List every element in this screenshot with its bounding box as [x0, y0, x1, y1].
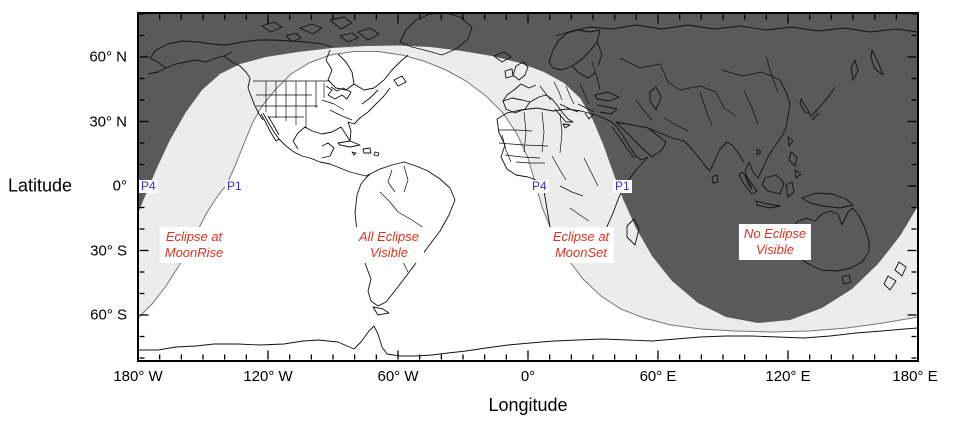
y-tick-label-30n: 30° N	[89, 113, 127, 130]
marker-moonrise-p4: P4	[139, 179, 158, 193]
coast-north-america	[147, 39, 409, 150]
x-tick-label-120e: 120° E	[765, 368, 811, 385]
y-tick-label-0: 0°	[112, 177, 127, 195]
y-axis-title: Latitude	[8, 175, 73, 196]
zone-label-no-eclipse-line2: Visible	[755, 242, 795, 257]
zone-label-moonset: Eclipse at MoonSet	[547, 227, 615, 263]
no-eclipse-region	[138, 13, 918, 323]
borders-africa	[498, 111, 599, 241]
coast-asia	[555, 24, 918, 190]
all-eclipse-visible-region	[138, 51, 918, 361]
coast-central-america	[260, 112, 380, 177]
zone-label-no-eclipse-line1: No Eclipse	[743, 226, 807, 241]
borders-asia	[619, 55, 781, 132]
marker-moonset-p4: P4	[530, 179, 549, 193]
plot-frame	[137, 12, 919, 362]
borders-us-states	[253, 80, 353, 128]
marker-moonrise-p1: P1	[225, 179, 244, 193]
x-tick-label-60w: 60° W	[377, 368, 419, 385]
zone-label-all-visible-line2: Visible	[369, 245, 409, 260]
coast-australia-nz	[784, 207, 907, 291]
x-tick-label-180w: 180° W	[113, 368, 163, 385]
coast-europe	[502, 29, 620, 129]
zone-label-moonset-line1: Eclipse at	[552, 229, 610, 244]
zone-label-moonset-line2: MoonSet	[554, 245, 608, 260]
marker-moonset-p1: P1	[613, 179, 632, 193]
x-tick-label-120w: 120° W	[243, 368, 293, 385]
y-tick-label-60s: 60° S	[90, 306, 127, 324]
borders-europe	[539, 61, 601, 105]
coast-africa	[496, 107, 649, 262]
x-tick-label-180e: 180° E	[892, 368, 938, 385]
zone-label-moonrise-line1: Eclipse at	[165, 229, 223, 244]
borders-south-america	[373, 165, 425, 273]
y-tick-label-30s: 30° S	[90, 242, 127, 259]
coast-south-america	[354, 161, 456, 316]
coastlines	[138, 13, 918, 357]
zone-label-all-visible-line1: All Eclipse	[359, 229, 419, 244]
y-tick-label-60n: 60° N	[89, 48, 127, 66]
x-tick-label-60e: 60° E	[639, 368, 677, 385]
coast-se-asia-islands	[738, 151, 854, 209]
coast-greenland-arctic	[261, 13, 512, 63]
zone-label-moonrise: Eclipse at MoonRise	[159, 227, 229, 263]
x-tick-label-0: 0°	[520, 368, 536, 385]
axis-ticks	[138, 13, 918, 360]
zone-label-no-eclipse: No Eclipse Visible	[738, 224, 812, 260]
coast-antarctica	[138, 325, 918, 357]
x-axis-title: Longitude	[488, 395, 568, 415]
zone-label-moonrise-line2: MoonRise	[164, 245, 224, 260]
zone-label-all-visible: All Eclipse Visible	[354, 227, 424, 263]
